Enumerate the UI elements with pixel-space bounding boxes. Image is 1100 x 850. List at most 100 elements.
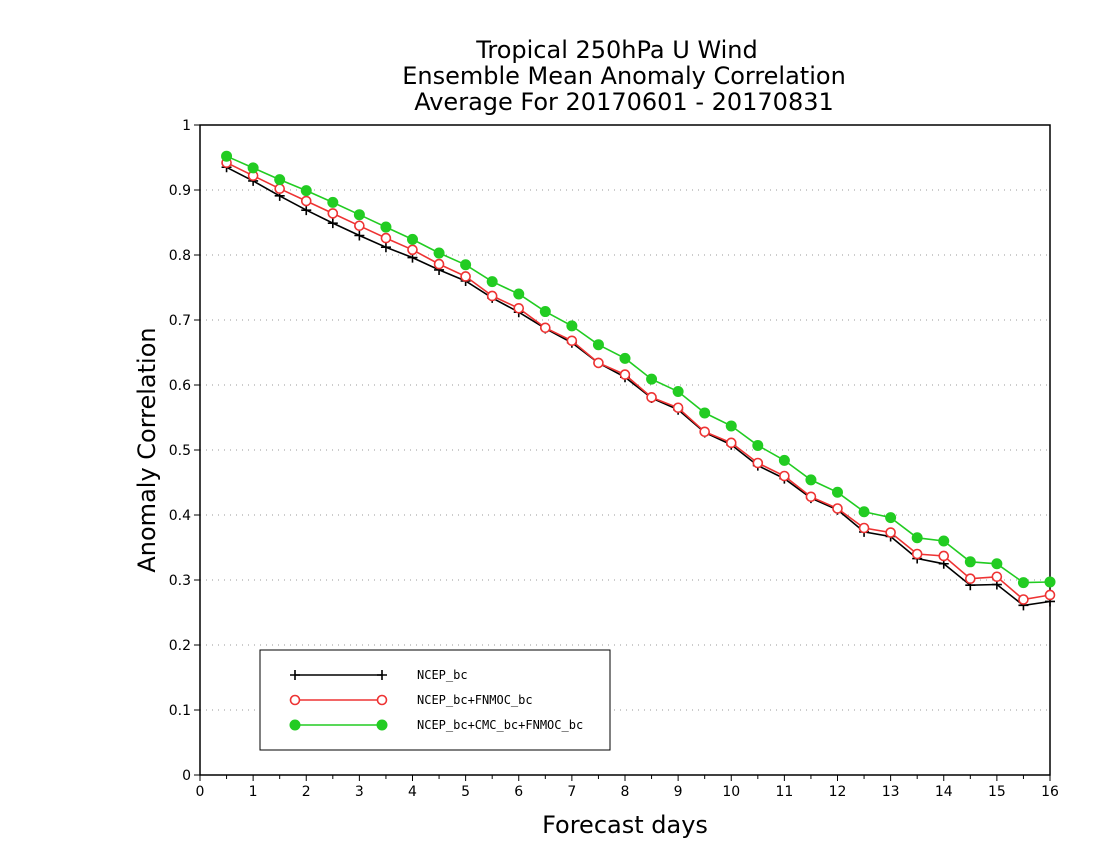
axis-ticks	[194, 124, 1051, 781]
data-point-open-circle	[832, 503, 843, 514]
series-2	[221, 157, 1056, 605]
legend-item-3: NCEP_bc+CMC_bc+FNMOC_bc	[289, 718, 583, 732]
data-point-open-circle	[858, 522, 870, 534]
data-point-filled-circle	[991, 558, 1003, 570]
data-point-filled-circle	[539, 306, 551, 318]
data-point-open-circle	[354, 220, 365, 232]
data-point-open-circle	[752, 457, 764, 469]
data-point-open-circle	[460, 271, 471, 282]
y-tick-label: 0	[182, 768, 191, 784]
data-point-filled-circle	[964, 556, 976, 568]
data-point-open-circle	[289, 694, 301, 706]
x-tick-label: 15	[988, 784, 1006, 800]
series-line	[226, 155, 1051, 584]
y-tick-label: 0.8	[169, 248, 191, 264]
data-point-filled-circle	[699, 407, 711, 419]
data-point-open-circle	[300, 195, 312, 207]
x-tick-label: 7	[567, 784, 576, 800]
data-point-filled-circle	[832, 486, 843, 498]
legend: NCEP_bc NCEP_bc+FNMOC_bc NCEP_bc+CMC_bc+FN…	[259, 649, 611, 751]
data-point-open-circle	[380, 232, 392, 244]
data-point-filled-circle	[725, 420, 737, 432]
data-point-filled-circle	[858, 506, 870, 518]
x-tick-label: 13	[882, 784, 900, 800]
data-point-filled-circle	[592, 339, 604, 351]
legend-item-1: NCEP_bc	[290, 668, 468, 682]
y-tick-label: 0.2	[169, 638, 191, 654]
x-tick-label: 14	[935, 784, 953, 800]
gridlines	[200, 189, 1050, 711]
data-point-open-circle	[1018, 594, 1029, 605]
data-point-plus	[290, 670, 300, 680]
legend-label: NCEP_bc+CMC_bc+FNMOC_bc	[417, 718, 583, 732]
x-tick-label: 4	[408, 784, 417, 800]
data-point-open-circle	[376, 694, 388, 706]
y-tick-label: 0.9	[169, 183, 191, 199]
x-tick-label: 1	[249, 784, 258, 800]
y-tick-label: 0.4	[169, 508, 191, 524]
data-point-filled-circle	[300, 185, 312, 197]
data-point-plus	[301, 205, 312, 216]
y-tick-label: 0.7	[169, 313, 191, 329]
data-point-open-circle	[433, 258, 445, 270]
data-point-filled-circle	[486, 276, 498, 288]
chart-title-line-3: Average For 20170601 - 20170831	[414, 88, 834, 116]
data-point-filled-circle	[327, 196, 339, 208]
data-point-open-circle	[672, 402, 684, 414]
data-point-open-circle	[885, 527, 896, 538]
y-tick-label: 0.5	[169, 443, 191, 459]
legend-label: NCEP_bc	[417, 668, 468, 682]
data-point-filled-circle	[885, 512, 897, 524]
data-point-filled-circle	[752, 439, 764, 451]
y-tick-label: 0.6	[169, 378, 191, 394]
data-point-filled-circle	[566, 320, 578, 332]
x-tick-label: 10	[722, 784, 740, 800]
y-tick-label: 0.1	[169, 703, 191, 719]
legend-items: NCEP_bc NCEP_bc+FNMOC_bc NCEP_bc+CMC_bc+FN…	[289, 668, 583, 732]
data-point-filled-circle	[407, 233, 418, 245]
x-tick-label: 0	[196, 784, 205, 800]
chart-title-line-2: Ensemble Mean Anomaly Correlation	[402, 62, 846, 90]
y-axis-tick-labels: 0 0.1 0.2 0.3 0.4 0.5 0.6 0.7 0.8 0.9 1	[169, 118, 191, 784]
data-point-filled-circle	[380, 221, 392, 233]
data-point-open-circle	[540, 322, 551, 334]
data-point-filled-circle	[513, 288, 525, 300]
data-point-open-circle	[699, 426, 710, 438]
data-point-open-circle	[646, 392, 657, 403]
data-point-open-circle	[619, 369, 631, 380]
x-tick-label: 8	[621, 784, 630, 800]
data-point-filled-circle	[646, 373, 658, 385]
data-point-filled-circle	[460, 259, 472, 271]
data-point-filled-circle	[221, 150, 233, 162]
data-point-filled-circle	[433, 247, 445, 259]
chart-title: Tropical 250hPa U Wind Ensemble Mean Ano…	[402, 36, 846, 116]
data-point-plus	[377, 670, 387, 680]
data-point-filled-circle	[1017, 577, 1029, 589]
y-tick-label: 0.3	[169, 573, 191, 589]
data-point-open-circle	[327, 208, 339, 219]
data-point-filled-circle	[353, 209, 365, 221]
x-tick-label: 16	[1041, 784, 1059, 800]
data-point-open-circle	[965, 573, 976, 585]
data-point-open-circle	[513, 302, 525, 314]
data-point-open-circle	[1044, 589, 1056, 601]
data-point-open-circle	[274, 183, 285, 194]
data-point-plus	[380, 242, 391, 253]
data-point-filled-circle	[289, 719, 301, 731]
data-point-plus	[327, 218, 338, 229]
x-tick-label: 3	[355, 784, 364, 800]
data-point-filled-circle	[247, 162, 259, 174]
chart-title-line-1: Tropical 250hPa U Wind	[475, 36, 758, 64]
data-point-open-circle	[593, 357, 604, 369]
x-axis-tick-labels: 0 1 2 3 4 5 6 7 8 9 10 11 12 13 14 15 16	[196, 784, 1059, 800]
y-axis-label: Anomaly Correlation	[133, 327, 161, 572]
legend-item-2: NCEP_bc+FNMOC_bc	[289, 693, 533, 707]
x-axis-label: Forecast days	[542, 811, 708, 839]
x-tick-label: 6	[514, 784, 523, 800]
data-point-filled-circle	[911, 532, 923, 544]
data-point-filled-circle	[1044, 576, 1056, 588]
data-point-open-circle	[779, 470, 790, 482]
data-point-filled-circle	[938, 535, 950, 547]
y-tick-label: 1	[182, 118, 191, 134]
